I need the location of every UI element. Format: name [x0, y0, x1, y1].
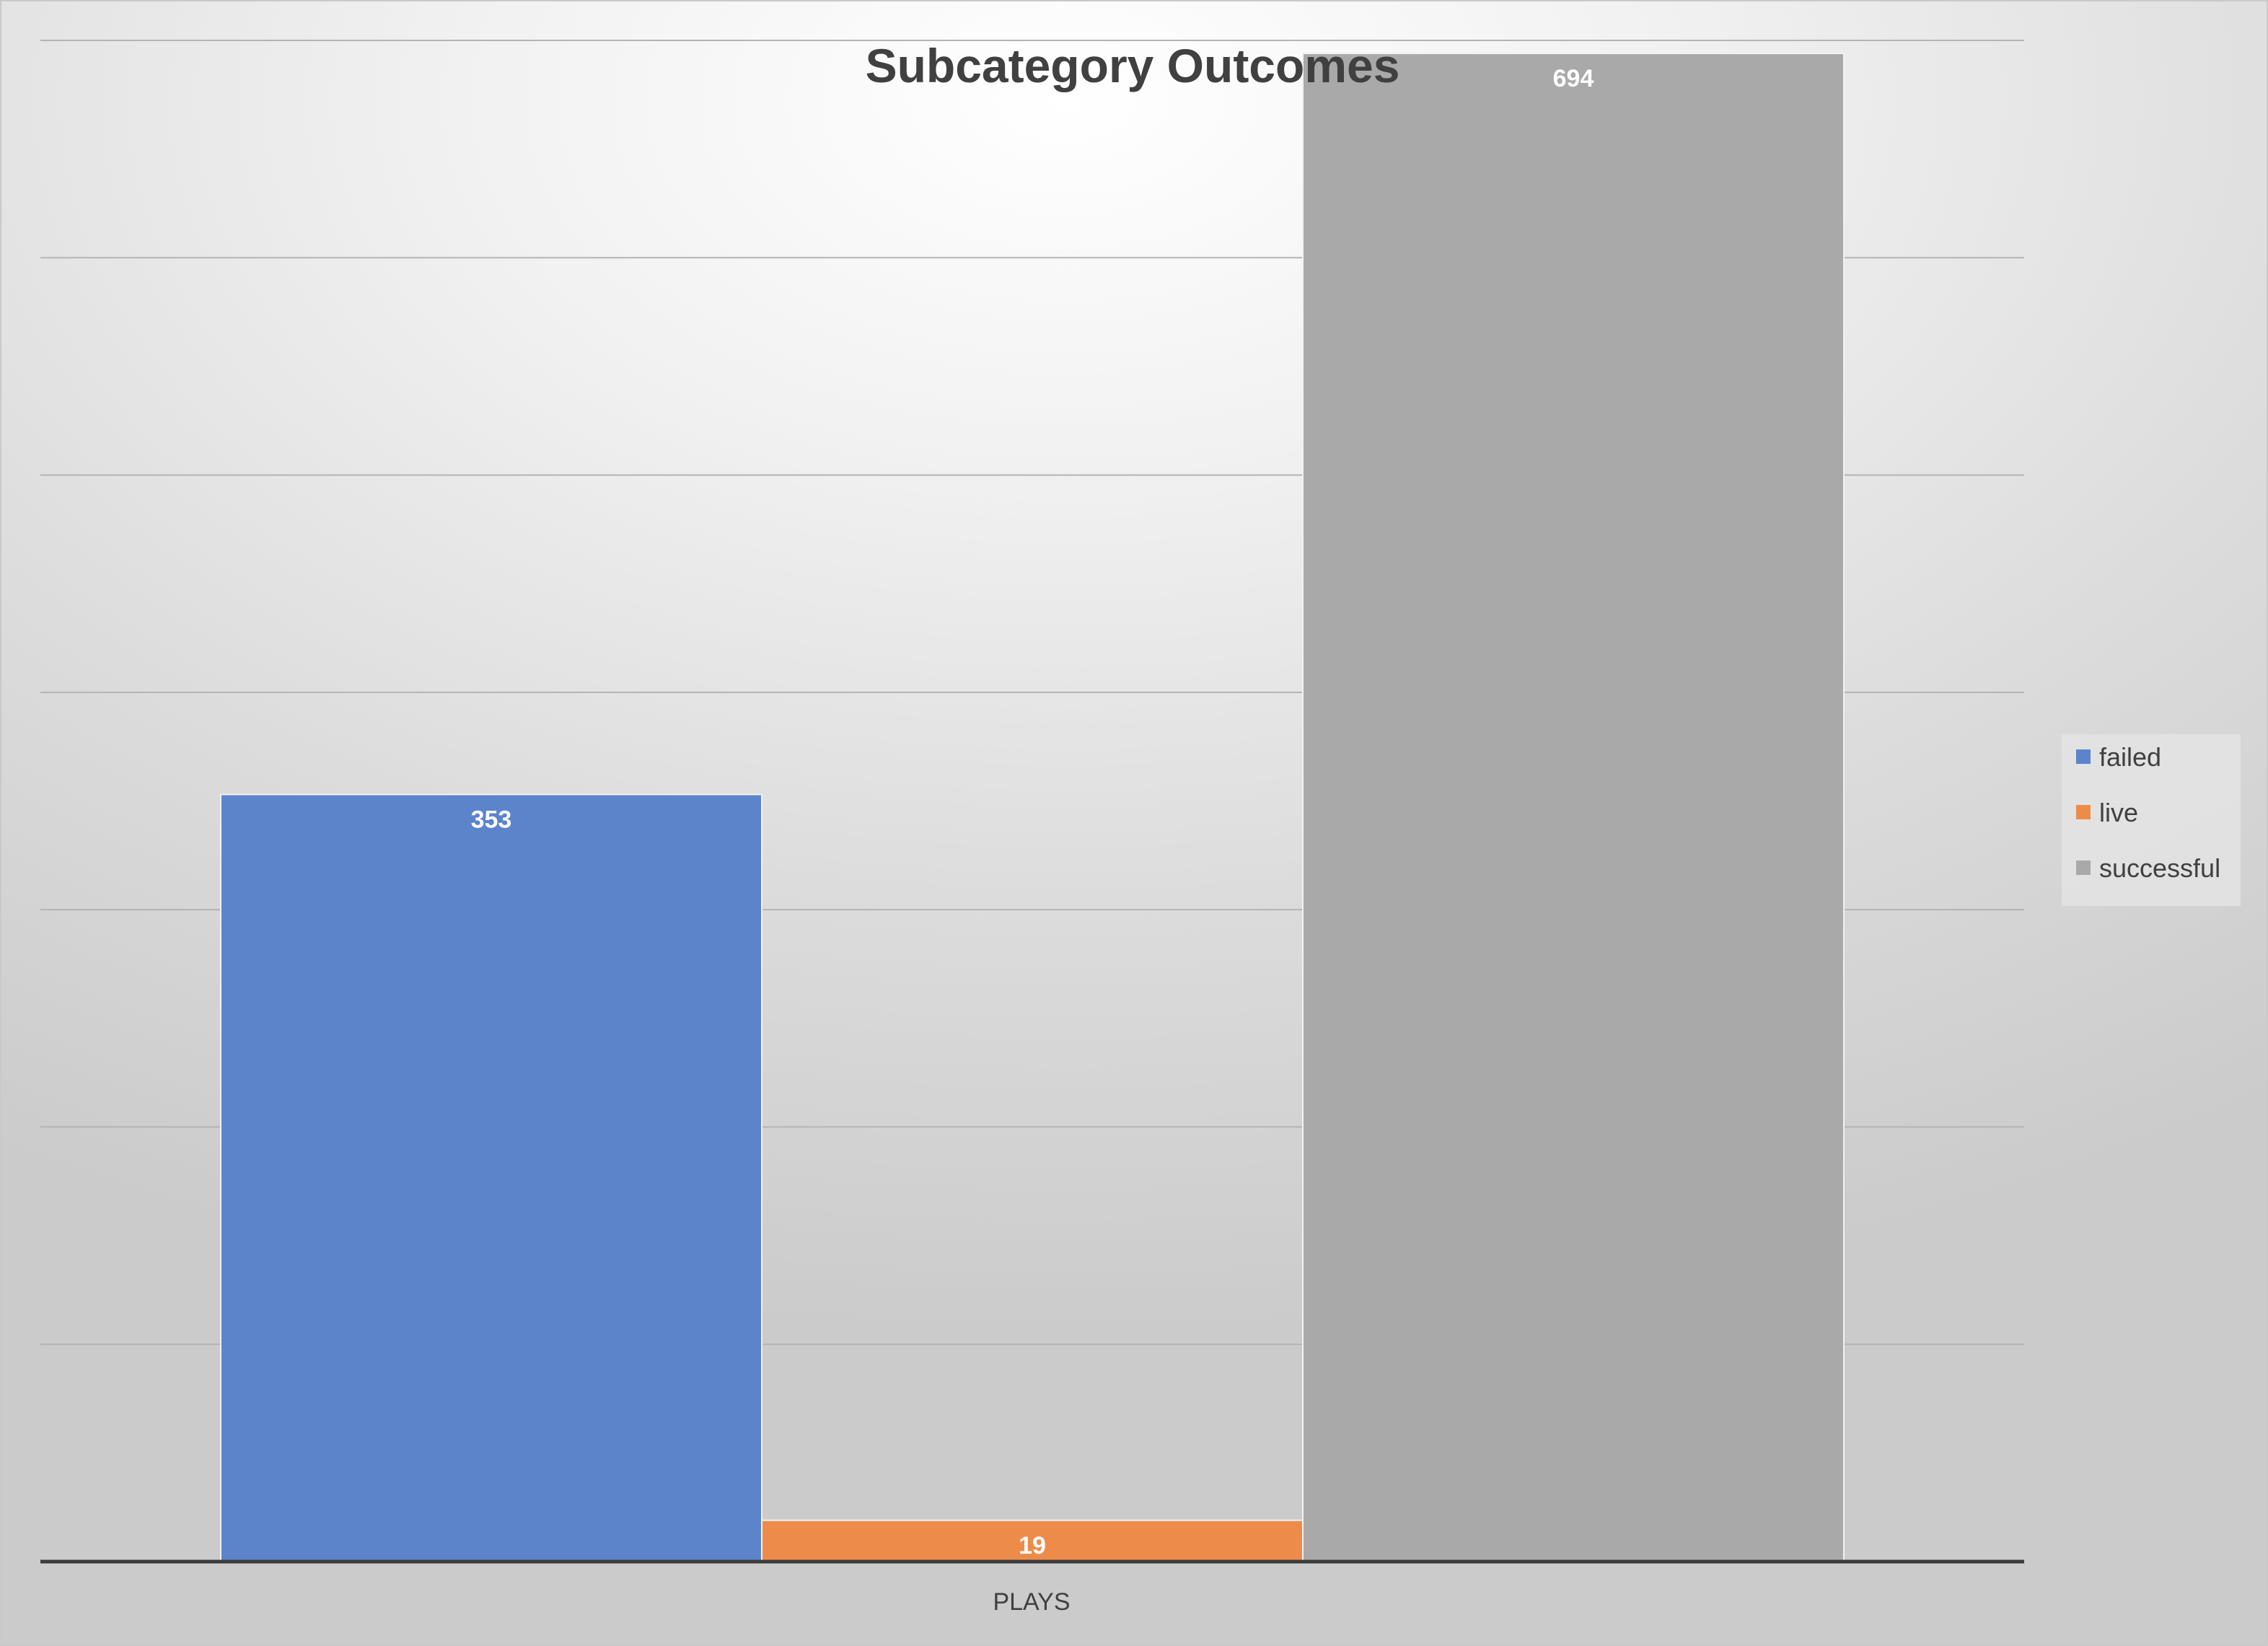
bar-failed [219, 793, 762, 1562]
legend-label-successful: successful [2099, 853, 2220, 883]
legend-label-failed: failed [2099, 742, 2161, 772]
legend-box [2062, 734, 2241, 906]
x-category-label: PLAYS [993, 1588, 1070, 1616]
data-label-failed: 353 [471, 806, 512, 833]
data-labels: 353 19 694 [471, 65, 1594, 1559]
bars [219, 53, 1845, 1562]
legend-swatch-live [2076, 805, 2091, 819]
legend-swatch-successful [2076, 861, 2091, 875]
chart-title: Subcategory Outcomes [866, 39, 1400, 92]
legend-swatch-failed [2076, 749, 2091, 764]
data-label-successful: 694 [1553, 65, 1594, 92]
data-label-live: 19 [1019, 1532, 1046, 1559]
legend-label-live: live [2099, 798, 2138, 827]
legend: failed live successful [2062, 734, 2241, 906]
bar-successful [1302, 53, 1845, 1562]
